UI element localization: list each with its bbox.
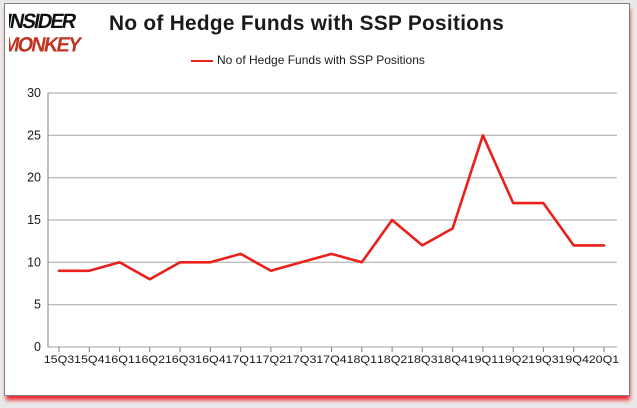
svg-text:16Q3: 16Q3 xyxy=(165,354,196,366)
svg-text:10: 10 xyxy=(27,255,41,269)
svg-text:25: 25 xyxy=(27,128,41,142)
svg-text:19Q4: 19Q4 xyxy=(558,354,589,366)
svg-text:17Q1: 17Q1 xyxy=(225,354,256,366)
svg-text:18Q2: 18Q2 xyxy=(377,354,408,366)
svg-text:19Q3: 19Q3 xyxy=(528,354,559,366)
svg-text:19Q2: 19Q2 xyxy=(498,354,529,366)
svg-text:15Q4: 15Q4 xyxy=(74,354,105,366)
svg-text:17Q2: 17Q2 xyxy=(256,354,287,366)
svg-text:18Q3: 18Q3 xyxy=(407,354,438,366)
svg-text:30: 30 xyxy=(27,86,41,100)
svg-text:20Q1: 20Q1 xyxy=(589,354,620,366)
svg-text:18Q4: 18Q4 xyxy=(437,354,468,366)
svg-text:16Q2: 16Q2 xyxy=(135,354,166,366)
svg-text:16Q4: 16Q4 xyxy=(195,354,226,366)
svg-text:16Q1: 16Q1 xyxy=(104,354,135,366)
svg-text:18Q1: 18Q1 xyxy=(347,354,378,366)
svg-text:0: 0 xyxy=(34,340,41,354)
svg-text:20: 20 xyxy=(27,171,41,185)
svg-text:15Q3: 15Q3 xyxy=(44,354,75,366)
svg-text:17Q4: 17Q4 xyxy=(316,354,347,366)
svg-text:5: 5 xyxy=(34,298,41,312)
svg-text:15: 15 xyxy=(27,213,41,227)
svg-text:19Q1: 19Q1 xyxy=(468,354,499,366)
svg-text:17Q3: 17Q3 xyxy=(286,354,317,366)
